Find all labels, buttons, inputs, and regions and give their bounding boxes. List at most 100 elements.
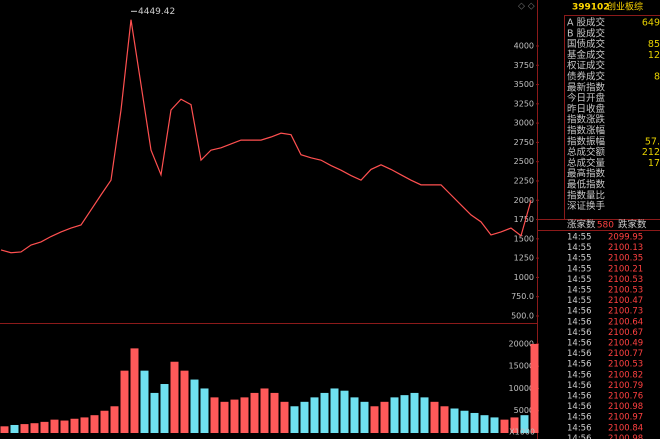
volume-bar [270, 392, 279, 433]
volume-bar [380, 401, 389, 433]
volume-bar [210, 397, 219, 433]
volume-bar [110, 406, 119, 433]
unit-label: X1000 [509, 428, 535, 437]
y-tick-label: 1750 [514, 215, 534, 224]
down-label: 跌家数 [618, 219, 647, 231]
index-name: 创业板综 [607, 1, 643, 13]
row-label: 昨日收盘 [567, 103, 606, 115]
row-value: 649 [642, 18, 660, 29]
y-tick-label: 1500 [514, 234, 534, 243]
volume-bar [300, 401, 309, 433]
y-tick-label: 1000 [514, 273, 534, 282]
icon[interactable]: ◇ ◇ [518, 2, 535, 12]
tick-time: 14:56 [567, 307, 592, 317]
y-tick-label: 3750 [514, 61, 534, 70]
row-label: A 股成交 [567, 17, 606, 29]
tick-time: 14:56 [567, 339, 592, 349]
volume-bar [330, 388, 339, 433]
y-tick-label: 500.0 [511, 311, 534, 320]
y-tick-label: 20000 [509, 339, 534, 348]
volume-bar [120, 370, 129, 433]
row-value: 212 [642, 147, 660, 158]
volume-bar [470, 412, 479, 433]
y-tick-label: 1250 [514, 254, 534, 263]
volume-bar [400, 395, 409, 433]
row-value: 12 [648, 50, 660, 61]
volume-bar [0, 426, 9, 433]
tick-time: 14:55 [567, 296, 592, 306]
volume-bar [460, 410, 469, 433]
volume-bar [340, 390, 349, 433]
tick-time: 14:56 [567, 360, 592, 370]
tick-price: 2100.97 [608, 413, 643, 423]
tick-time: 14:55 [567, 254, 592, 264]
volume-bar [240, 397, 249, 433]
tick-time: 14:55 [567, 275, 592, 285]
tick-price: 2100.79 [608, 381, 643, 391]
row-value: 8 [654, 72, 660, 83]
row-label: 最低指数 [567, 179, 606, 191]
volume-bar [20, 424, 29, 433]
volume-bar [190, 379, 199, 433]
row-label: 基金成交 [567, 49, 606, 61]
tick-time: 14:55 [567, 264, 592, 274]
volume-bar [390, 397, 399, 433]
volume-bar [70, 418, 79, 433]
volume-bar [80, 417, 89, 433]
volume-bar [150, 392, 159, 433]
tick-price: 2100.73 [608, 307, 643, 317]
volume-bar [520, 415, 529, 433]
volume-bar [10, 424, 19, 433]
tick-price: 2100.35 [608, 254, 643, 264]
up-value: 580 [597, 221, 614, 231]
volume-bar [490, 417, 499, 433]
tick-price: 2100.13 [608, 243, 643, 253]
row-label: 指数振幅 [567, 135, 606, 147]
volume-bar [450, 408, 459, 433]
tick-price: 2100.82 [608, 370, 643, 380]
volume-bar [440, 406, 449, 433]
y-tick-label: 3000 [514, 119, 534, 128]
volume-bar [60, 420, 69, 433]
tick-time: 14:56 [567, 370, 592, 380]
y-tick-label: 3250 [514, 99, 534, 108]
volume-bar [180, 370, 189, 433]
volume-bar [320, 392, 329, 433]
up-label: 涨家数 [567, 219, 596, 231]
tick-time: 14:56 [567, 317, 592, 327]
tick-time: 14:56 [567, 392, 592, 402]
tick-price: 2100.84 [608, 423, 643, 433]
index-code: 399102 [572, 3, 610, 13]
y-tick-label: 750.0 [511, 292, 534, 301]
tick-price: 2100.64 [608, 317, 643, 327]
tick-time: 14:55 [567, 243, 592, 253]
tick-price: 2100.76 [608, 392, 643, 402]
y-tick-label: 2000 [514, 196, 534, 205]
row-label: 深证换手 [567, 200, 606, 212]
row-value: 57. [645, 136, 660, 147]
tick-price: 2100.49 [608, 339, 643, 349]
volume-bar [260, 388, 269, 433]
tick-price: 2100.53 [608, 286, 643, 296]
row-label: 国债成交 [567, 38, 606, 50]
volume-bar [410, 392, 419, 433]
row-label: 今日开盘 [567, 92, 606, 104]
volume-bar [170, 361, 179, 433]
volume-bar [370, 406, 379, 433]
tick-price: 2100.21 [608, 264, 643, 274]
tick-time: 14:55 [567, 233, 592, 243]
tick-time: 14:56 [567, 434, 592, 439]
volume-bar [430, 401, 439, 433]
volume-bar [360, 401, 369, 433]
row-label: 最新指数 [567, 81, 606, 93]
row-label: 总成交量 [567, 157, 606, 169]
y-tick-label: 3500 [514, 80, 534, 89]
volume-bar [500, 419, 509, 433]
tick-time: 14:56 [567, 423, 592, 433]
volume-bar [250, 392, 259, 433]
tick-price: 2100.53 [608, 360, 643, 370]
peak-label: 4449.42 [138, 7, 175, 17]
volume-bar [200, 388, 209, 433]
